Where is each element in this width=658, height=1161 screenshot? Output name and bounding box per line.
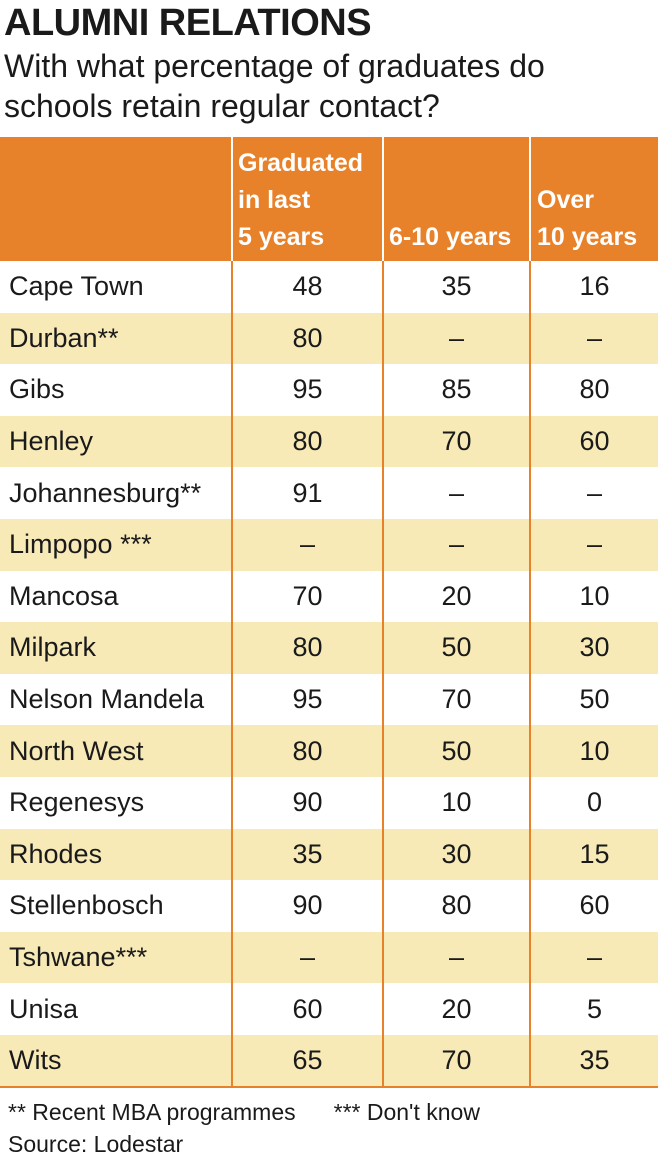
- header-line: 5 years: [238, 223, 325, 251]
- header-line: Over: [537, 186, 594, 214]
- school-name-cell: Tshwane***: [0, 931, 232, 984]
- table-row: Milpark 80 50 30: [0, 622, 658, 674]
- header-school: [0, 137, 232, 261]
- chart-title: ALUMNI RELATIONS: [4, 2, 372, 44]
- school-name-cell: Nelson Mandela: [9, 684, 205, 715]
- percentage-cell: 10: [529, 725, 658, 777]
- percentage-cell: 60: [529, 415, 658, 468]
- percentage-cell: –: [382, 467, 530, 519]
- percentage-cell: –: [231, 931, 383, 984]
- school-name-cell: Regenesys: [9, 787, 145, 818]
- percentage-cell: 50: [382, 725, 530, 777]
- footnote-dont-know: *** Don't know: [333, 1099, 480, 1125]
- percentage-cell: 15: [529, 828, 658, 881]
- table-body: Cape Town 48 35 16 Durban** 80– – Gibs 95 85 80 Hen…: [0, 261, 658, 1088]
- table-row: Durban** 80– –: [0, 312, 658, 365]
- percentage-cell: 85: [382, 364, 530, 416]
- percentage-cell: 0: [529, 776, 658, 829]
- percentage-cell: 80: [231, 725, 383, 777]
- header-line: 6-10 years: [389, 223, 512, 251]
- table-row: Tshwane*** – – –: [0, 931, 658, 984]
- percentage-cell: 95: [231, 673, 383, 726]
- school-name-cell: Wits: [0, 1034, 232, 1088]
- table-row: Johannesburg** 91– –: [0, 467, 658, 519]
- header-line: Graduated: [238, 149, 364, 177]
- school-name-cell: Johannesburg**: [9, 477, 202, 508]
- percentage-cell: 80: [382, 880, 530, 932]
- footnotes: ** Recent MBA programmes *** Don't know: [8, 1096, 480, 1128]
- percentage-cell: –: [529, 931, 658, 984]
- school-name-cell: Gibs: [9, 374, 65, 405]
- alumni-table: Graduated in last 5 years 6-10 years Ove…: [0, 137, 658, 1088]
- school-name-cell: North West: [0, 725, 232, 777]
- header-last-5-years: Graduated in last 5 years: [231, 137, 383, 261]
- percentage-cell: –: [231, 518, 383, 571]
- header-line: in last: [238, 186, 311, 214]
- table-row: Regenesys 90 10 0: [0, 776, 658, 829]
- percentage-cell: –: [529, 467, 658, 519]
- header-row: Graduated in last 5 years 6-10 years Ove…: [0, 137, 658, 261]
- percentage-cell: 70: [382, 415, 530, 468]
- percentage-cell: 50: [382, 622, 530, 674]
- percentage-cell: 30: [529, 622, 658, 674]
- percentage-cell: –: [382, 518, 530, 571]
- table-row: Nelson Mandela 95 70 50: [0, 673, 658, 726]
- table-row: Wits 65 70 35: [0, 1034, 658, 1088]
- footnote-recent-mba: ** Recent MBA programmes: [8, 1099, 296, 1125]
- table-row: Gibs 95 85 80: [0, 364, 658, 416]
- percentage-cell: 20: [382, 983, 530, 1035]
- table-row: Mancosa 70 20 10: [0, 570, 658, 623]
- school-name-cell: Mancosa: [9, 580, 119, 611]
- percentage-cell: 91: [231, 467, 383, 519]
- percentage-cell: 10: [529, 570, 658, 623]
- table-row: Cape Town 48 35 16: [0, 261, 658, 313]
- school-name-cell: Milpark: [0, 622, 232, 674]
- percentage-cell: –: [529, 518, 658, 571]
- percentage-cell: 35: [529, 1034, 658, 1088]
- percentage-cell: 80: [529, 364, 658, 416]
- percentage-cell: 80: [231, 415, 383, 468]
- percentage-cell: 70: [231, 570, 383, 623]
- header-over-10-years: Over 10 years: [529, 137, 658, 261]
- table-row: Unisa 60 20 5: [0, 983, 658, 1035]
- school-name-cell: Rhodes: [0, 828, 232, 881]
- percentage-cell: 16: [529, 261, 658, 313]
- school-name-cell: Cape Town: [9, 271, 144, 302]
- header-6-10-years: 6-10 years: [382, 137, 530, 261]
- school-name-cell: Durban**: [0, 312, 232, 365]
- percentage-cell: 70: [382, 673, 530, 726]
- percentage-cell: 90: [231, 776, 383, 829]
- percentage-cell: 70: [382, 1034, 530, 1088]
- percentage-cell: 20: [382, 570, 530, 623]
- percentage-cell: 35: [382, 261, 530, 313]
- percentage-cell: 30: [382, 828, 530, 881]
- percentage-cell: 95: [231, 364, 383, 416]
- source-note: Source: Lodestar: [8, 1131, 184, 1157]
- percentage-cell: 5: [529, 983, 658, 1035]
- table-row: Henley 80 70 60: [0, 415, 658, 468]
- percentage-cell: –: [529, 312, 658, 365]
- table-row: North West 80 50 10: [0, 725, 658, 777]
- header-line: 10 years: [537, 223, 638, 251]
- chart-subtitle: With what percentage of graduates do sch…: [4, 48, 545, 124]
- table-row: Stellenbosch 90 80 60: [0, 880, 658, 932]
- percentage-cell: 90: [231, 880, 383, 932]
- percentage-cell: –: [382, 312, 530, 365]
- school-name-cell: Limpopo ***: [0, 518, 232, 571]
- percentage-cell: –: [382, 931, 530, 984]
- school-name-cell: Henley: [0, 415, 232, 468]
- percentage-cell: 80: [231, 312, 383, 365]
- percentage-cell: 65: [231, 1034, 383, 1088]
- percentage-cell: 60: [529, 880, 658, 932]
- school-name-cell: Unisa: [9, 993, 79, 1024]
- percentage-cell: 10: [382, 776, 530, 829]
- percentage-cell: 48: [231, 261, 383, 313]
- school-name-cell: Stellenbosch: [9, 890, 164, 921]
- percentage-cell: 80: [231, 622, 383, 674]
- percentage-cell: 50: [529, 673, 658, 726]
- percentage-cell: 60: [231, 983, 383, 1035]
- table-row: Rhodes 35 30 15: [0, 828, 658, 881]
- percentage-cell: 35: [231, 828, 383, 881]
- table-row: Limpopo *** – – –: [0, 518, 658, 571]
